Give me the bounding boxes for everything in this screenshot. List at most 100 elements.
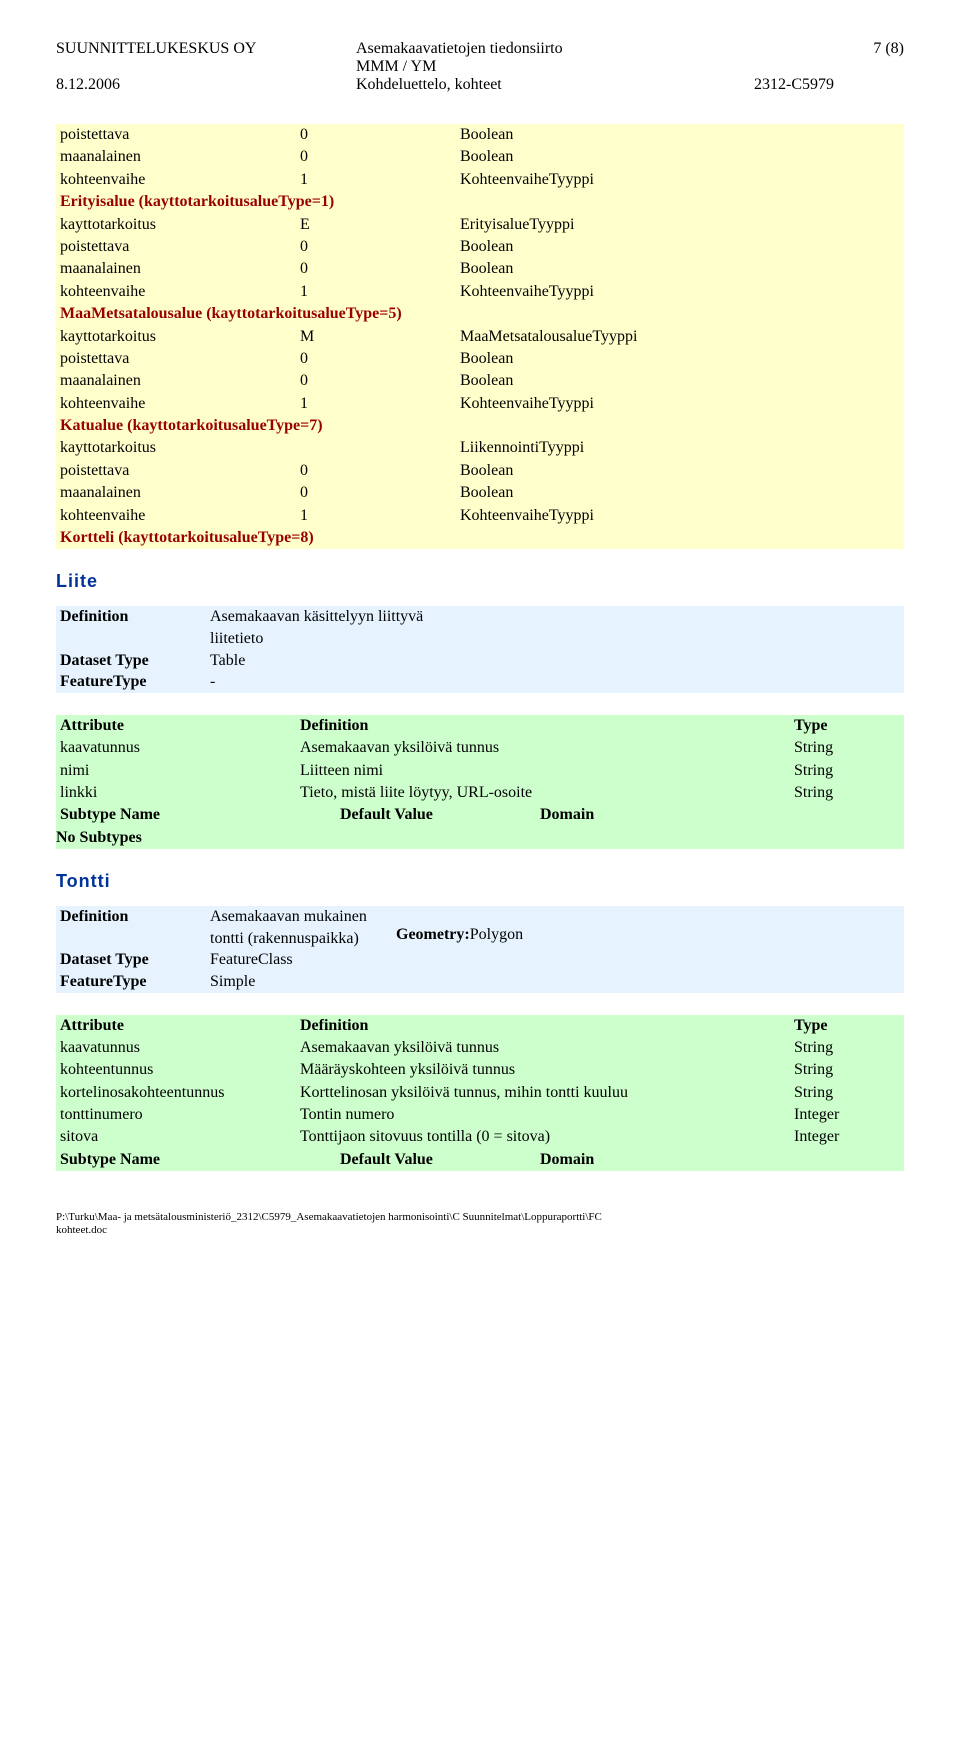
attr-h3: Type <box>794 1015 904 1037</box>
cell-type: Boolean <box>460 460 904 482</box>
header-code: 2312-C5979 <box>754 76 834 94</box>
cell-name: poistettava <box>56 236 300 258</box>
liite-attr-block: Attribute Definition Type kaavatunnusAse… <box>56 715 904 849</box>
cell-value: M <box>300 326 460 348</box>
attr-name: sitova <box>56 1126 300 1148</box>
feature-type-value: Simple <box>210 971 396 993</box>
attr-def: Asemakaavan yksilöivä tunnus <box>300 737 794 759</box>
cell-name: kohteenvaihe <box>56 505 300 527</box>
attr-def: Liitteen nimi <box>300 760 794 782</box>
data-row: kohteenvaihe1KohteenvaiheTyyppi <box>56 281 904 303</box>
sub-h2: Default Value <box>340 804 540 826</box>
liite-def-block: Definition Asemakaavan käsittelyyn liitt… <box>56 606 904 692</box>
geometry-cell: Geometry:Polygon <box>396 906 904 992</box>
feature-type-value: - <box>210 671 904 693</box>
data-row: poistettava0Boolean <box>56 124 904 146</box>
attr-name: kohteentunnus <box>56 1059 300 1081</box>
no-subtypes-row: No Subtypes <box>56 827 904 849</box>
def-value: Asemakaavan mukainen tontti (rakennuspai… <box>210 906 396 949</box>
attr-def: Asemakaavan yksilöivä tunnus <box>300 1037 794 1059</box>
cell-type: MaaMetsatalousalueTyyppi <box>460 326 904 348</box>
attr-row: nimiLiitteen nimiString <box>56 760 904 782</box>
cell-type: Boolean <box>460 258 904 280</box>
attr-name: nimi <box>56 760 300 782</box>
attr-name: kaavatunnus <box>56 737 300 759</box>
attr-row: kaavatunnusAsemakaavan yksilöivä tunnusS… <box>56 1037 904 1059</box>
attr-row: linkkiTieto, mistä liite löytyy, URL-oso… <box>56 782 904 804</box>
sub-h1: Subtype Name <box>56 1149 340 1171</box>
attr-row: sitovaTonttijaon sitovuus tontilla (0 = … <box>56 1126 904 1148</box>
no-subtypes: No Subtypes <box>56 827 142 849</box>
footer-line2: kohteet.doc <box>56 1224 904 1237</box>
cell-type: Boolean <box>460 482 904 504</box>
cell-type: Boolean <box>460 370 904 392</box>
data-row: kayttotarkoitusMMaaMetsatalousalueTyyppi <box>56 326 904 348</box>
cell-type: KohteenvaiheTyyppi <box>460 393 904 415</box>
sub-h2: Default Value <box>340 1149 540 1171</box>
attr-def: Tonttijaon sitovuus tontilla (0 = sitova… <box>300 1126 794 1148</box>
footer-line1: P:\Turku\Maa- ja metsätalousministeriö_2… <box>56 1211 904 1224</box>
cell-type: LiikennointiTyyppi <box>460 437 904 459</box>
group-row: Erityisalue (kayttotarkoitusalueType=1) <box>56 191 904 213</box>
attr-row: kortelinosakohteentunnusKorttelinosan yk… <box>56 1082 904 1104</box>
data-row: poistettava0Boolean <box>56 460 904 482</box>
cell-type: KohteenvaiheTyyppi <box>460 281 904 303</box>
data-row: maanalainen0Boolean <box>56 146 904 168</box>
cell-value <box>300 437 460 459</box>
header-doc: Kohdeluettelo, kohteet <box>356 76 502 94</box>
attr-def: Korttelinosan yksilöivä tunnus, mihin to… <box>300 1082 794 1104</box>
cell-type: Boolean <box>460 236 904 258</box>
attr-header-row: Attribute Definition Type <box>56 715 904 737</box>
header-title1: Asemakaavatietojen tiedonsiirto <box>356 40 563 58</box>
header-right: 7 (8) <box>834 40 904 94</box>
cell-name: kohteenvaihe <box>56 393 300 415</box>
data-row: maanalainen0Boolean <box>56 370 904 392</box>
cell-name: maanalainen <box>56 258 300 280</box>
cell-value: 1 <box>300 505 460 527</box>
cell-type: Boolean <box>460 146 904 168</box>
geometry-label: Geometry: <box>396 926 470 943</box>
attr-type: String <box>794 760 904 782</box>
page-number: 7 (8) <box>834 40 904 58</box>
cell-type: ErityisalueTyyppi <box>460 214 904 236</box>
attr-h3: Type <box>794 715 904 737</box>
cell-type: Boolean <box>460 124 904 146</box>
attr-h2: Definition <box>300 1015 794 1037</box>
subtype-header: Subtype Name Default Value Domain <box>56 1149 904 1171</box>
cell-type: KohteenvaiheTyyppi <box>460 505 904 527</box>
attr-def: Määräyskohteen yksilöivä tunnus <box>300 1059 794 1081</box>
attr-row: kaavatunnusAsemakaavan yksilöivä tunnusS… <box>56 737 904 759</box>
page-footer: P:\Turku\Maa- ja metsätalousministeriö_2… <box>56 1211 904 1237</box>
sub-h3: Domain <box>540 1149 904 1171</box>
sub-h3: Domain <box>540 804 904 826</box>
cell-value: 0 <box>300 482 460 504</box>
cell-value: 1 <box>300 281 460 303</box>
cell-type: KohteenvaiheTyyppi <box>460 169 904 191</box>
data-row: kohteenvaihe1KohteenvaiheTyyppi <box>56 505 904 527</box>
header-title2: MMM / YM <box>356 58 834 76</box>
attr-name: linkki <box>56 782 300 804</box>
cell-value: E <box>300 214 460 236</box>
cell-name: maanalainen <box>56 482 300 504</box>
attr-row: kohteentunnusMääräyskohteen yksilöivä tu… <box>56 1059 904 1081</box>
cell-value: 0 <box>300 146 460 168</box>
header-date: 8.12.2006 <box>56 76 356 94</box>
attr-row: tonttinumeroTontin numeroInteger <box>56 1104 904 1126</box>
data-row: poistettava0Boolean <box>56 348 904 370</box>
cell-name: kohteenvaihe <box>56 169 300 191</box>
attr-h1: Attribute <box>56 1015 300 1037</box>
attr-name: kaavatunnus <box>56 1037 300 1059</box>
cell-name: maanalainen <box>56 370 300 392</box>
data-row: kohteenvaihe1KohteenvaiheTyyppi <box>56 169 904 191</box>
cell-value: 0 <box>300 370 460 392</box>
dataset-type-label: Dataset Type <box>56 650 210 672</box>
data-row: poistettava0Boolean <box>56 236 904 258</box>
attr-type: Integer <box>794 1126 904 1148</box>
cell-value: 0 <box>300 460 460 482</box>
def-label: Definition <box>56 906 210 949</box>
feature-type-label: FeatureType <box>56 971 210 993</box>
sub-h1: Subtype Name <box>56 804 340 826</box>
page-header: SUUNNITTELUKESKUS OY 8.12.2006 Asemakaav… <box>56 40 904 94</box>
cell-name: poistettava <box>56 124 300 146</box>
cell-name: poistettava <box>56 460 300 482</box>
